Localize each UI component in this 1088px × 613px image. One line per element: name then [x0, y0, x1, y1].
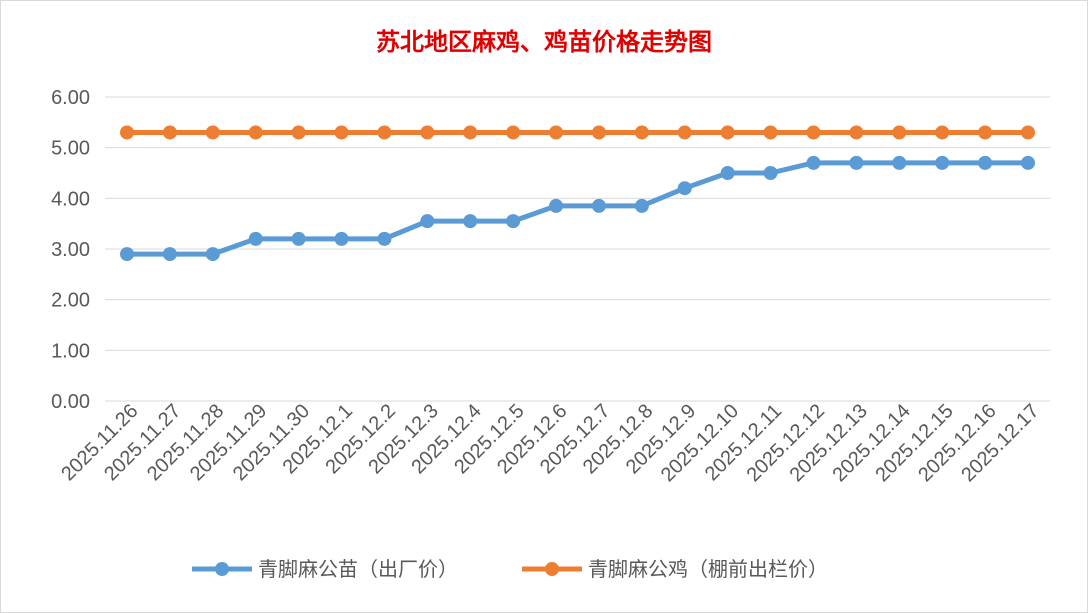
- y-tick-label: 0.00: [51, 391, 90, 413]
- data-point: [677, 125, 692, 140]
- y-tick-label: 1.00: [51, 340, 90, 362]
- data-point: [506, 214, 521, 229]
- y-axis-ticks: 0.00 1.00 2.00 3.00 4.00 5.00 6.00: [51, 87, 90, 413]
- legend-marker: [545, 562, 559, 576]
- data-point: [120, 125, 134, 140]
- chart-title: 苏北地区麻鸡、鸡苗价格走势图: [376, 27, 712, 56]
- data-point: [248, 125, 263, 140]
- data-point: [162, 247, 177, 262]
- data-point: [549, 198, 564, 213]
- data-point: [935, 155, 950, 170]
- y-tick-label: 5.00: [51, 138, 90, 160]
- y-tick-label: 2.00: [51, 290, 90, 312]
- data-point: [291, 125, 306, 140]
- data-point: [677, 181, 692, 196]
- data-point: [849, 125, 864, 140]
- data-point: [334, 125, 349, 140]
- data-point: [978, 125, 993, 140]
- y-tick-label: 4.00: [51, 188, 90, 210]
- data-point: [763, 125, 778, 140]
- series-lines: [120, 125, 1035, 262]
- data-point: [463, 214, 478, 229]
- data-point: [291, 231, 306, 246]
- data-point: [334, 231, 349, 246]
- data-point: [763, 166, 778, 180]
- data-point: [120, 247, 134, 262]
- legend-label: 青脚麻公鸡（棚前出栏价）: [588, 557, 828, 581]
- data-point: [634, 198, 649, 213]
- data-point: [377, 231, 392, 246]
- data-point: [549, 125, 564, 140]
- data-point: [1021, 125, 1035, 140]
- data-point: [506, 125, 521, 140]
- data-point: [248, 231, 263, 246]
- data-point: [162, 125, 177, 140]
- data-point: [205, 125, 220, 140]
- data-point: [806, 155, 821, 170]
- series-line-1: [127, 160, 1028, 257]
- y-tick-label: 3.00: [51, 239, 90, 261]
- y-tick-label: 6.00: [51, 87, 90, 109]
- data-point: [591, 125, 606, 140]
- data-point: [420, 125, 435, 140]
- data-point: [720, 166, 735, 180]
- data-point: [892, 155, 907, 170]
- data-point: [463, 125, 478, 140]
- data-point: [377, 125, 392, 140]
- data-point: [634, 125, 649, 140]
- legend-marker: [215, 562, 229, 576]
- data-point: [849, 155, 864, 170]
- data-point: [420, 214, 435, 229]
- data-point: [935, 125, 950, 140]
- x-axis-ticks: 2025.11.262025.11.272025.11.282025.11.29…: [57, 400, 1043, 486]
- data-point: [720, 125, 735, 140]
- legend: 青脚麻公苗（出厂价） 青脚麻公鸡（棚前出栏价）: [192, 557, 828, 581]
- data-point: [978, 155, 993, 170]
- data-point: [591, 198, 606, 213]
- data-point: [205, 247, 220, 262]
- gridlines: [105, 96, 1050, 402]
- data-point: [806, 125, 821, 140]
- legend-label: 青脚麻公苗（出厂价）: [258, 557, 458, 581]
- data-point: [892, 125, 907, 140]
- data-point: [1021, 155, 1035, 170]
